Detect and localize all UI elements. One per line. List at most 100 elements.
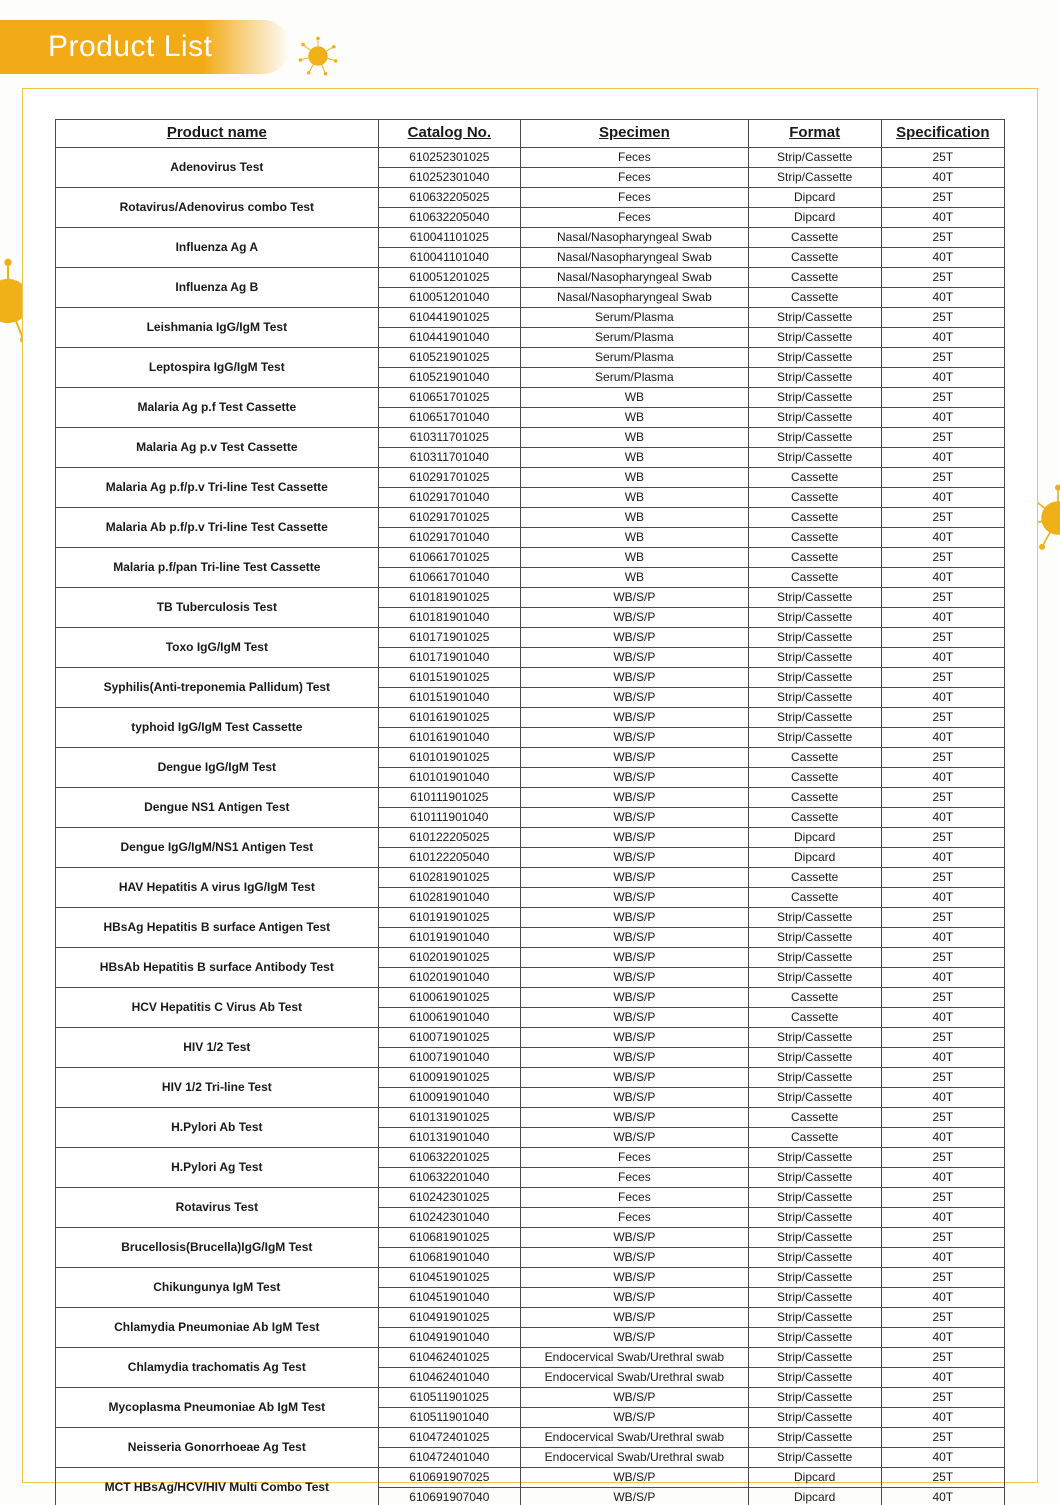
cell-catalog: 610151901040	[378, 687, 520, 707]
cell-format: Cassette	[748, 1007, 881, 1027]
table-row: Malaria Ag p.f/p.v Tri-line Test Cassett…	[56, 467, 1005, 487]
cell-catalog: 610242301025	[378, 1187, 520, 1207]
cell-format: Strip/Cassette	[748, 1067, 881, 1087]
cell-specimen: WB/S/P	[521, 1327, 749, 1347]
cell-spec: 40T	[881, 1207, 1004, 1227]
cell-spec: 25T	[881, 267, 1004, 287]
col-format: Format	[748, 120, 881, 148]
cell-catalog: 610041101025	[378, 227, 520, 247]
cell-format: Strip/Cassette	[748, 367, 881, 387]
cell-specimen: Endocervical Swab/Urethral swab	[521, 1367, 749, 1387]
cell-specimen: WB/S/P	[521, 647, 749, 667]
page-title: Product List	[48, 30, 212, 64]
cell-specimen: Feces	[521, 1167, 749, 1187]
cell-specimen: WB/S/P	[521, 887, 749, 907]
cell-catalog: 610181901040	[378, 607, 520, 627]
cell-spec: 25T	[881, 907, 1004, 927]
cell-product-name: Mycoplasma Pneumoniae Ab IgM Test	[56, 1387, 379, 1427]
cell-product-name: Toxo IgG/IgM Test	[56, 627, 379, 667]
cell-specimen: WB/S/P	[521, 947, 749, 967]
cell-format: Dipcard	[748, 827, 881, 847]
cell-spec: 25T	[881, 747, 1004, 767]
cell-catalog: 610201901025	[378, 947, 520, 967]
cell-specimen: WB/S/P	[521, 727, 749, 747]
cell-catalog: 610242301040	[378, 1207, 520, 1227]
cell-catalog: 610071901040	[378, 1047, 520, 1067]
cell-format: Cassette	[748, 247, 881, 267]
cell-specimen: Feces	[521, 147, 749, 167]
cell-format: Cassette	[748, 807, 881, 827]
table-row: HIV 1/2 Test610071901025WB/S/PStrip/Cass…	[56, 1027, 1005, 1047]
cell-catalog: 610051201040	[378, 287, 520, 307]
cell-product-name: Malaria Ab p.f/p.v Tri-line Test Cassett…	[56, 507, 379, 547]
cell-format: Strip/Cassette	[748, 1387, 881, 1407]
cell-format: Strip/Cassette	[748, 967, 881, 987]
cell-specimen: WB/S/P	[521, 1107, 749, 1127]
cell-format: Strip/Cassette	[748, 947, 881, 967]
cell-format: Strip/Cassette	[748, 1327, 881, 1347]
title-banner: Product List	[0, 20, 290, 74]
cell-product-name: MCT HBsAg/HCV/HIV Multi Combo Test	[56, 1467, 379, 1505]
cell-format: Dipcard	[748, 847, 881, 867]
cell-spec: 25T	[881, 947, 1004, 967]
cell-spec: 40T	[881, 487, 1004, 507]
cell-specimen: Feces	[521, 1187, 749, 1207]
table-header-row: Product name Catalog No. Specimen Format…	[56, 120, 1005, 148]
cell-catalog: 610191901025	[378, 907, 520, 927]
cell-spec: 25T	[881, 507, 1004, 527]
cell-specimen: WB	[521, 407, 749, 427]
cell-spec: 25T	[881, 1067, 1004, 1087]
cell-catalog: 610521901025	[378, 347, 520, 367]
cell-product-name: Dengue IgG/IgM Test	[56, 747, 379, 787]
cell-spec: 25T	[881, 227, 1004, 247]
cell-spec: 40T	[881, 847, 1004, 867]
cell-spec: 40T	[881, 247, 1004, 267]
cell-specimen: WB/S/P	[521, 867, 749, 887]
cell-specimen: WB/S/P	[521, 747, 749, 767]
cell-specimen: WB/S/P	[521, 827, 749, 847]
cell-format: Strip/Cassette	[748, 307, 881, 327]
cell-spec: 25T	[881, 307, 1004, 327]
cell-catalog: 610122205040	[378, 847, 520, 867]
cell-catalog: 610041101040	[378, 247, 520, 267]
cell-format: Cassette	[748, 747, 881, 767]
cell-catalog: 610131901025	[378, 1107, 520, 1127]
cell-catalog: 610281901025	[378, 867, 520, 887]
cell-format: Strip/Cassette	[748, 687, 881, 707]
cell-spec: 40T	[881, 367, 1004, 387]
table-row: Rotavirus/Adenovirus combo Test610632205…	[56, 187, 1005, 207]
cell-product-name: Malaria p.f/pan Tri-line Test Cassette	[56, 547, 379, 587]
cell-catalog: 610311701040	[378, 447, 520, 467]
table-row: H.Pylori Ag Test610632201025FecesStrip/C…	[56, 1147, 1005, 1167]
cell-spec: 25T	[881, 147, 1004, 167]
cell-format: Cassette	[748, 227, 881, 247]
cell-spec: 40T	[881, 887, 1004, 907]
cell-format: Strip/Cassette	[748, 1187, 881, 1207]
cell-catalog: 610491901040	[378, 1327, 520, 1347]
cell-format: Strip/Cassette	[748, 147, 881, 167]
cell-specimen: WB/S/P	[521, 847, 749, 867]
cell-spec: 25T	[881, 1387, 1004, 1407]
cell-catalog: 610071901025	[378, 1027, 520, 1047]
cell-catalog: 610681901040	[378, 1247, 520, 1267]
cell-format: Cassette	[748, 487, 881, 507]
table-row: Toxo IgG/IgM Test610171901025WB/S/PStrip…	[56, 627, 1005, 647]
cell-spec: 25T	[881, 1147, 1004, 1167]
table-row: HBsAg Hepatitis B surface Antigen Test61…	[56, 907, 1005, 927]
table-row: HBsAb Hepatitis B surface Antibody Test6…	[56, 947, 1005, 967]
cell-format: Dipcard	[748, 207, 881, 227]
cell-spec: 25T	[881, 1187, 1004, 1207]
cell-specimen: Endocervical Swab/Urethral swab	[521, 1347, 749, 1367]
cell-specimen: WB/S/P	[521, 807, 749, 827]
table-row: Malaria Ag p.f Test Cassette610651701025…	[56, 387, 1005, 407]
cell-spec: 40T	[881, 1487, 1004, 1505]
table-row: MCT HBsAg/HCV/HIV Multi Combo Test610691…	[56, 1467, 1005, 1487]
cell-product-name: Chikungunya IgM Test	[56, 1267, 379, 1307]
col-product-name: Product name	[56, 120, 379, 148]
cell-specimen: WB/S/P	[521, 1267, 749, 1287]
cell-catalog: 610252301025	[378, 147, 520, 167]
cell-format: Cassette	[748, 987, 881, 1007]
cell-specimen: WB/S/P	[521, 987, 749, 1007]
cell-spec: 25T	[881, 1347, 1004, 1367]
page: Product List	[0, 0, 1060, 1505]
